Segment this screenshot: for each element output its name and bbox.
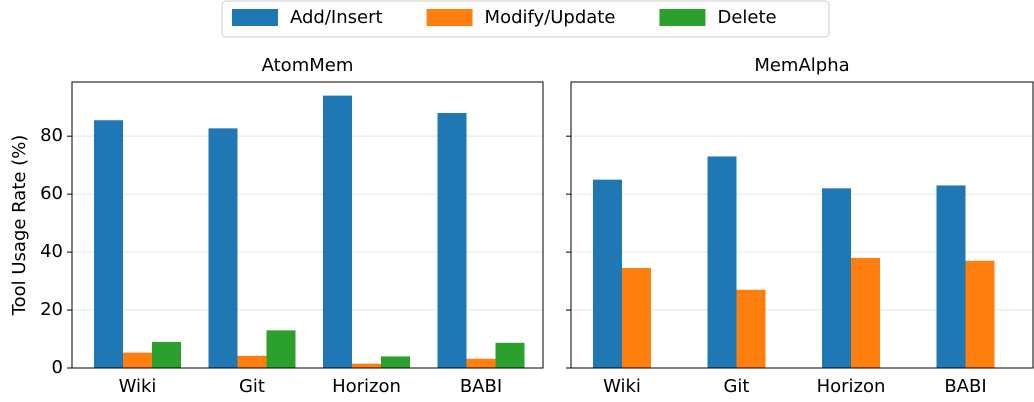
bar: Modify/Update xyxy=(736,289,766,368)
x-tick-label: Horizon xyxy=(817,376,886,397)
bar: Modify/Update xyxy=(237,355,267,368)
legend-swatch xyxy=(659,9,706,26)
bar: Add/Insert xyxy=(94,120,123,368)
legend-swatch xyxy=(426,9,473,26)
y-tick-label: 20 xyxy=(40,299,63,320)
x-tick-label: Horizon xyxy=(332,376,401,397)
legend-swatch xyxy=(232,9,278,26)
legend-label: Add/Insert xyxy=(290,7,383,28)
axes-frame xyxy=(71,81,544,369)
x-tick-label: Wiki xyxy=(119,376,157,397)
bar: Modify/Update xyxy=(352,363,381,368)
x-tick-label: Git xyxy=(239,376,265,397)
bar: Add/Insert xyxy=(707,156,737,368)
bar: Add/Insert xyxy=(822,188,851,368)
y-tick-label: 60 xyxy=(40,183,63,204)
y-tick-label: 0 xyxy=(52,357,63,378)
bar: Delete xyxy=(152,341,181,368)
legend-label: Modify/Update xyxy=(485,7,616,28)
chart-title: AtomMem xyxy=(262,55,354,76)
axes-frame xyxy=(570,81,1034,369)
bar: Add/Insert xyxy=(437,113,467,368)
bar: Add/Insert xyxy=(208,128,238,368)
bar: Modify/Update xyxy=(622,268,651,368)
bar: Add/Insert xyxy=(593,179,622,368)
bar: Modify/Update xyxy=(851,257,880,368)
bar: Modify/Update xyxy=(466,358,496,368)
legend-label: Delete xyxy=(717,7,776,28)
bar: Add/Insert xyxy=(323,95,352,368)
x-tick-label: BABI xyxy=(944,376,986,397)
bar: Modify/Update xyxy=(965,260,995,368)
x-tick-label: Git xyxy=(723,376,749,397)
bar: Delete xyxy=(381,356,410,368)
y-axis-label: Tool Usage Rate (%) xyxy=(9,135,30,317)
bar: Delete xyxy=(266,330,296,368)
chart-title: MemAlpha xyxy=(754,55,849,76)
x-tick-label: BABI xyxy=(460,376,502,397)
bar: Modify/Update xyxy=(123,352,152,368)
bar: Add/Insert xyxy=(936,185,966,368)
x-tick-label: Wiki xyxy=(603,376,641,397)
y-tick-label: 80 xyxy=(40,125,63,146)
y-tick-label: 40 xyxy=(40,241,63,262)
bar: Delete xyxy=(495,342,525,368)
